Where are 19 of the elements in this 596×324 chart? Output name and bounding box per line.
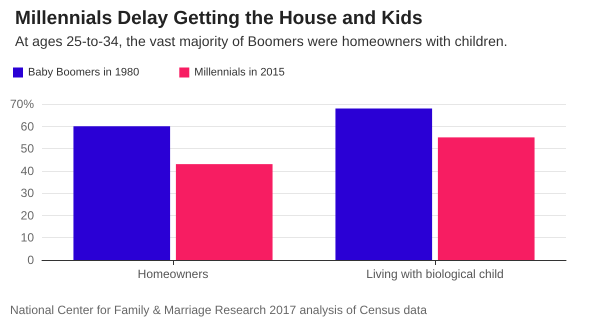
x-tick-label: Living with biological child bbox=[366, 267, 504, 281]
y-tick-label: 60 bbox=[20, 119, 34, 134]
y-tick-label: 70% bbox=[10, 97, 34, 111]
y-tick-label: 20 bbox=[20, 208, 34, 222]
bar bbox=[73, 126, 170, 260]
bar bbox=[335, 108, 432, 260]
y-tick-label: 0 bbox=[27, 253, 34, 267]
legend-label: Millennials in 2015 bbox=[194, 66, 285, 78]
bar bbox=[438, 137, 535, 260]
y-tick-label: 30 bbox=[20, 186, 34, 200]
text: National Center for Family & Marriage Research 2017 analysis of Census data bbox=[10, 303, 428, 317]
chart-subtitle: At ages 25-to-34, the vast majority of Boomers were homeowners with children. bbox=[15, 33, 508, 49]
y-tick-label: 10 bbox=[20, 230, 34, 245]
legend-label: Baby Boomers in 1980 bbox=[28, 66, 140, 78]
y-tick-label: 40 bbox=[20, 164, 34, 178]
y-tick-label: 50 bbox=[20, 142, 34, 156]
x-tick-label: Homeowners bbox=[138, 267, 208, 281]
bar bbox=[176, 164, 273, 260]
chart-title: Millennials Delay Getting the House and Kids bbox=[15, 8, 423, 29]
